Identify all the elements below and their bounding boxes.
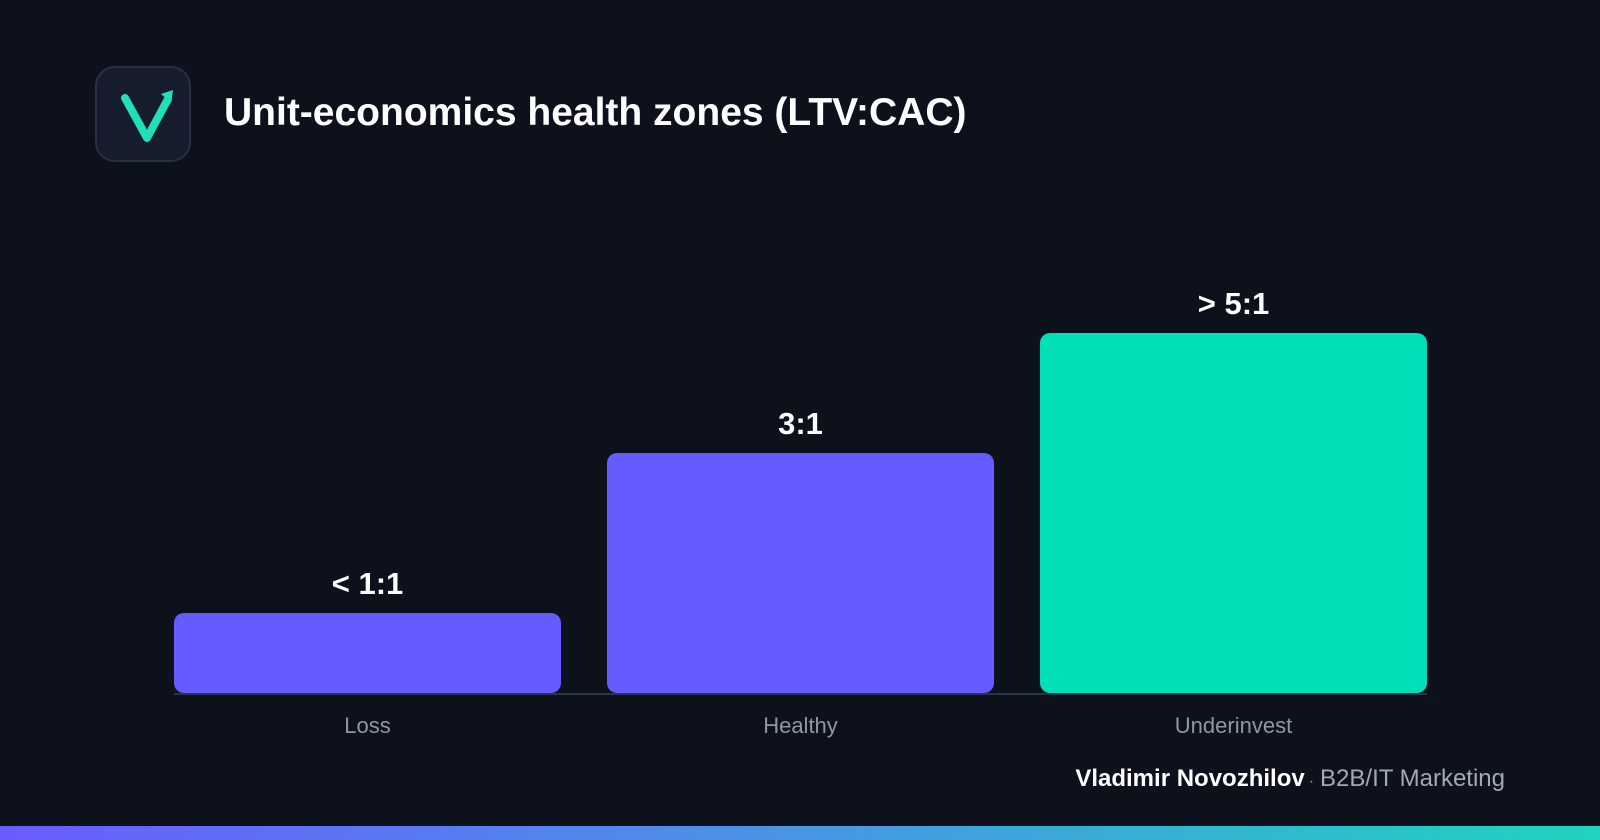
logo-badge [95, 66, 191, 162]
bar-underinvest [1040, 333, 1427, 693]
author-name: Vladimir Novozhilov [1075, 765, 1305, 792]
tick-label-underinvest: Underinvest [1175, 713, 1292, 738]
value-label-healthy: 3:1 [778, 406, 823, 441]
tick-label-loss: Loss [344, 713, 390, 738]
separator: · [1308, 773, 1315, 790]
value-label-loss: < 1:1 [332, 566, 404, 601]
bar-chart: < 1:1 Loss 3:1 Healthy > 5:1 Underinvest [174, 286, 1427, 738]
page-title: Unit-economics health zones (LTV:CAC) [224, 91, 967, 134]
tick-label-healthy: Healthy [763, 713, 838, 738]
bottom-gradient-strip [0, 826, 1600, 840]
bar-loss [174, 613, 561, 693]
attribution: Vladimir Novozhilov · B2B/IT Marketing [1075, 764, 1505, 797]
checkmark-arrow-icon [121, 90, 173, 142]
bar-healthy [607, 453, 994, 693]
author-role: B2B/IT Marketing [1320, 765, 1505, 792]
value-label-underinvest: > 5:1 [1198, 286, 1270, 321]
